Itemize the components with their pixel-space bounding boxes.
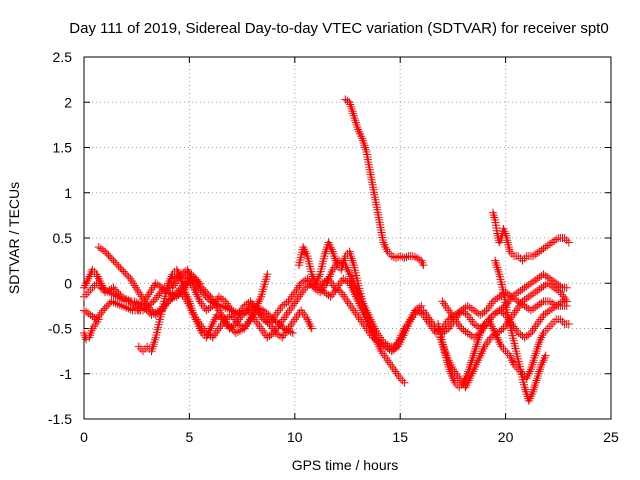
series-sat-l [436,279,571,392]
series-markers [491,256,550,405]
y-tick-label: 2 [64,94,72,110]
x-tick-label: 25 [603,429,619,445]
data-markers [80,95,573,405]
x-axis-label: GPS time / hours [292,457,399,473]
series-markers [436,279,571,392]
series-sat-o [491,256,550,405]
y-tick-label: 0.5 [53,230,73,246]
series-markers [341,95,428,270]
x-tick-label: 5 [186,429,194,445]
y-tick-label: -1 [60,366,73,382]
series-sat-n [489,208,573,265]
series-sat-i [341,95,428,270]
y-tick-label: 1 [64,185,72,201]
series-sat-d [80,315,103,344]
x-tick-label: 0 [80,429,88,445]
y-tick-label: 2.5 [53,49,73,65]
y-axis-label: SDTVAR / TECUs [6,182,22,294]
series-markers [489,208,573,265]
y-tick-label: -0.5 [48,321,72,337]
x-tick-labels: 0 5 10 15 20 25 [80,429,619,445]
y-tick-label: 0 [64,275,72,291]
x-tick-label: 15 [392,429,408,445]
x-tick-label: 20 [498,429,514,445]
series-markers [80,315,103,344]
chart-title: Day 111 of 2019, Sidereal Day-to-day VTE… [69,20,608,37]
y-tick-label: 1.5 [53,140,73,156]
y-tick-label: -1.5 [48,411,72,427]
x-tick-label: 10 [287,429,303,445]
y-tick-labels: -1.5 -1 -0.5 0 0.5 1 1.5 2 2.5 [48,49,72,427]
